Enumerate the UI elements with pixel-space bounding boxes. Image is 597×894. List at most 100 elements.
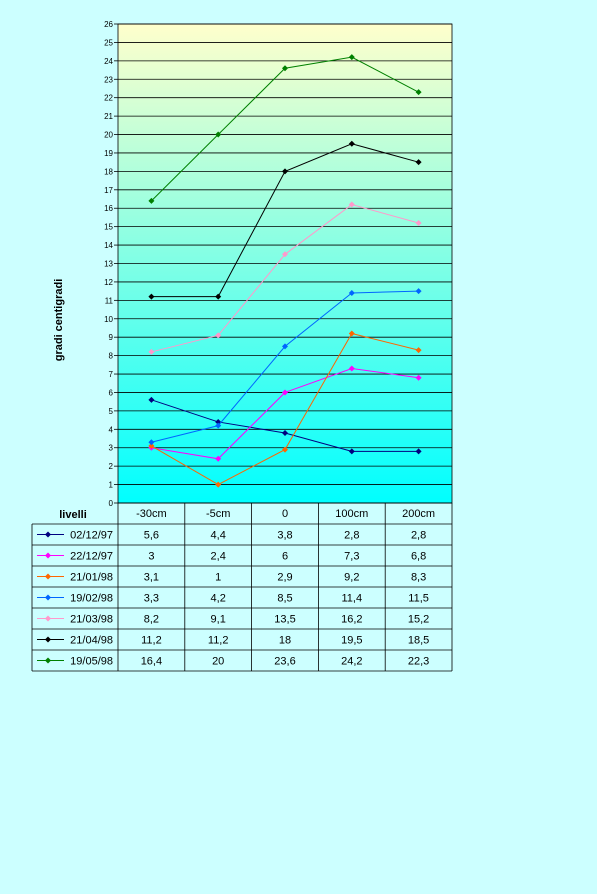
data-label: 23,6 bbox=[274, 656, 295, 668]
data-label: 6,8 bbox=[411, 551, 426, 563]
series-lines bbox=[148, 54, 422, 488]
y-tick-label: 21 bbox=[104, 112, 113, 121]
y-tick-label: 6 bbox=[109, 388, 114, 397]
data-label: 1 bbox=[215, 572, 221, 584]
data-label: 6 bbox=[282, 551, 288, 563]
series-21-04-98 bbox=[148, 140, 422, 300]
legend-key bbox=[37, 531, 64, 538]
legend-key bbox=[37, 552, 64, 559]
data-label: 4,4 bbox=[211, 530, 226, 542]
y-tick-label: 12 bbox=[104, 278, 113, 287]
y-tick-label: 18 bbox=[104, 167, 113, 176]
data-label: 3,1 bbox=[144, 572, 159, 584]
gridlines bbox=[114, 23, 453, 504]
y-axis-label: gradi centigradi bbox=[53, 279, 65, 362]
y-tick-label: 24 bbox=[104, 57, 113, 66]
legend-label: 19/02/98 bbox=[70, 593, 113, 605]
y-tick-label: 4 bbox=[109, 425, 114, 434]
y-tick-label: 9 bbox=[109, 333, 114, 342]
x-tick-label: 0 bbox=[282, 508, 288, 520]
data-point bbox=[348, 54, 355, 61]
data-point bbox=[45, 594, 51, 601]
data-point bbox=[415, 288, 422, 295]
data-point bbox=[148, 348, 155, 355]
data-label: 8,5 bbox=[277, 593, 292, 605]
data-point bbox=[415, 374, 422, 381]
data-point bbox=[215, 455, 222, 462]
y-tick-label: 25 bbox=[104, 38, 113, 47]
y-tick-label: 20 bbox=[104, 131, 113, 140]
x-tick-label: -30cm bbox=[136, 508, 167, 520]
data-point bbox=[215, 293, 222, 300]
y-tick-label: 14 bbox=[104, 241, 113, 250]
data-point bbox=[148, 442, 155, 449]
legend-label: 02/12/97 bbox=[70, 530, 113, 542]
y-tick-label: 10 bbox=[104, 315, 113, 324]
data-label: 9,2 bbox=[344, 572, 359, 584]
series-21-01-98 bbox=[148, 330, 422, 488]
data-label: 15,2 bbox=[408, 614, 429, 626]
y-axis-ticks: 0123456789101112131415161718192021222324… bbox=[104, 20, 113, 508]
data-label: 8,2 bbox=[144, 614, 159, 626]
data-point bbox=[148, 396, 155, 403]
data-label: 3,8 bbox=[277, 530, 292, 542]
data-point bbox=[45, 636, 51, 643]
data-point bbox=[215, 422, 222, 429]
data-point bbox=[282, 446, 288, 453]
data-point bbox=[215, 332, 222, 339]
series-21-03-98 bbox=[148, 201, 422, 355]
data-point bbox=[215, 131, 222, 138]
data-point bbox=[282, 251, 288, 258]
y-tick-label: 13 bbox=[104, 260, 113, 269]
data-label: 8,3 bbox=[411, 572, 426, 584]
data-point bbox=[348, 448, 355, 455]
y-tick-label: 11 bbox=[105, 296, 114, 305]
data-point bbox=[45, 657, 51, 664]
data-point bbox=[148, 293, 155, 300]
data-point bbox=[45, 552, 51, 559]
data-point bbox=[282, 389, 288, 396]
legend-key bbox=[37, 594, 64, 601]
data-point bbox=[148, 439, 155, 446]
data-point bbox=[45, 573, 51, 580]
data-point bbox=[148, 197, 155, 204]
data-label: 18,5 bbox=[408, 635, 429, 647]
series-02-12-97 bbox=[148, 396, 422, 455]
data-label: 18 bbox=[279, 635, 291, 647]
data-label: 2,4 bbox=[211, 551, 226, 563]
data-point bbox=[415, 347, 422, 354]
legend-key bbox=[37, 657, 64, 664]
data-label: 11,2 bbox=[141, 635, 162, 647]
y-tick-label: 17 bbox=[104, 186, 113, 195]
series-19-02-98 bbox=[148, 288, 422, 446]
data-label: 2,8 bbox=[344, 530, 359, 542]
legend-key bbox=[37, 573, 64, 580]
data-point bbox=[282, 65, 288, 72]
data-point bbox=[282, 429, 288, 436]
data-label: 5,6 bbox=[144, 530, 159, 542]
data-label: 16,2 bbox=[341, 614, 362, 626]
data-label: 22,3 bbox=[408, 656, 429, 668]
data-point bbox=[415, 159, 422, 166]
data-point bbox=[415, 219, 422, 226]
y-tick-label: 26 bbox=[104, 20, 113, 29]
y-tick-label: 0 bbox=[109, 499, 114, 508]
y-tick-label: 23 bbox=[104, 75, 113, 84]
data-point bbox=[348, 201, 355, 208]
x-tick-label: 200cm bbox=[402, 508, 435, 520]
data-label: 13,5 bbox=[274, 614, 295, 626]
legend-label: 21/01/98 bbox=[70, 572, 113, 584]
y-tick-label: 1 bbox=[109, 481, 114, 490]
data-label: 7,3 bbox=[344, 551, 359, 563]
data-point bbox=[45, 615, 51, 622]
y-tick-label: 3 bbox=[109, 444, 114, 453]
data-point bbox=[282, 343, 288, 350]
series-22-12-97 bbox=[148, 365, 422, 462]
x-tick-label: -5cm bbox=[206, 508, 230, 520]
data-label: 4,2 bbox=[211, 593, 226, 605]
y-tick-label: 8 bbox=[109, 352, 114, 361]
legend-label: 21/04/98 bbox=[70, 635, 113, 647]
y-tick-label: 15 bbox=[104, 223, 113, 232]
y-tick-label: 2 bbox=[109, 462, 114, 471]
